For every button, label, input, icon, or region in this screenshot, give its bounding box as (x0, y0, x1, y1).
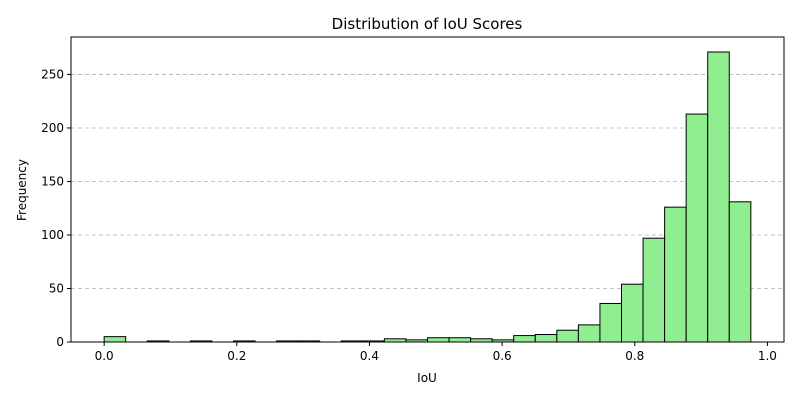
x-tick-label: 1.0 (758, 349, 777, 363)
histogram-bar (728, 201, 752, 343)
histogram-bar (577, 324, 601, 343)
x-axis-ticks: 0.0 0.2 0.4 0.6 0.8 1.0 (95, 342, 777, 363)
y-tick-label: 250 (41, 67, 64, 81)
y-tick-label: 150 (41, 174, 64, 188)
histogram-bar (556, 329, 579, 343)
histogram-bar (664, 206, 687, 343)
histogram-bar (513, 335, 536, 343)
x-tick-label: 0.4 (360, 349, 379, 363)
y-tick-label: 0 (56, 335, 64, 349)
histogram-bar (448, 337, 472, 343)
histogram-bar (707, 51, 730, 343)
y-tick-label: 200 (41, 121, 64, 135)
y-tick-label: 50 (49, 281, 64, 295)
x-tick-label: 0.8 (625, 349, 644, 363)
histogram-bar (642, 237, 666, 343)
y-axis-label: Frequency (15, 159, 29, 221)
histogram-bar (427, 337, 450, 343)
x-tick-label: 0.0 (95, 349, 114, 363)
y-axis-ticks: 0 50 100 150 200 250 (41, 67, 71, 349)
x-axis-label: IoU (417, 371, 437, 385)
histogram-bar (621, 283, 644, 343)
plot-area-frame (70, 36, 785, 343)
histogram-bar (685, 113, 709, 343)
histogram-bar (599, 302, 623, 343)
histogram-bar (103, 336, 127, 343)
x-tick-label: 0.6 (493, 349, 512, 363)
chart-title: Distribution of IoU Scores (332, 15, 523, 33)
histogram-bar (534, 334, 558, 343)
x-tick-label: 0.2 (227, 349, 246, 363)
y-tick-label: 100 (41, 228, 64, 242)
